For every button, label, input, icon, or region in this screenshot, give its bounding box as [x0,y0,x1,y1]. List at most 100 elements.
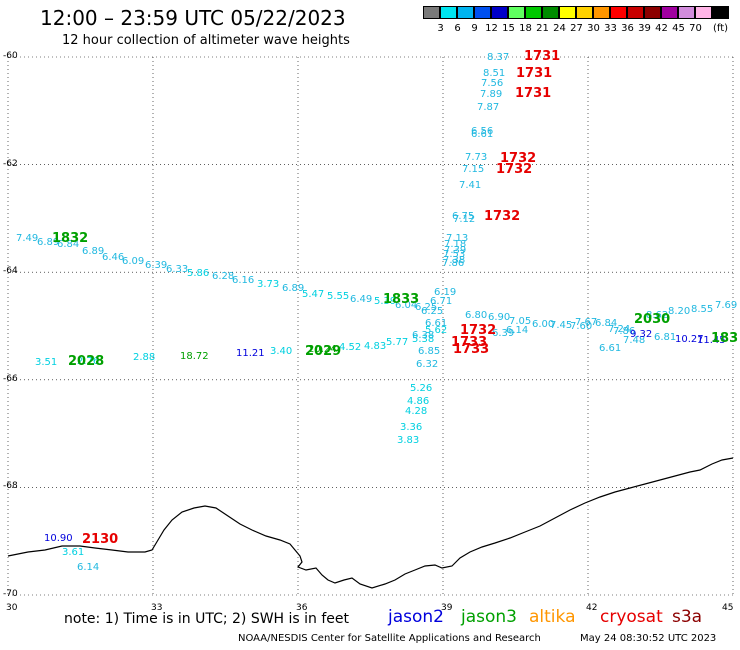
color-scale-label: 15 [502,23,515,34]
wave-height-value: 5.62 [425,325,447,336]
color-scale-swatch [593,6,610,19]
wave-height-value: 6.61 [471,129,493,140]
color-scale-label: 33 [604,23,617,34]
wave-height-value: 7.41 [459,180,481,191]
wave-height-value: 7.86 [613,326,635,337]
longitude-label: 30 [6,603,18,613]
wave-height-value: 8.55 [691,304,713,315]
coastline [7,457,734,589]
latitude-label: -60 [3,51,18,61]
color-scale-swatch [423,6,440,19]
wave-height-value: 6.38 [412,330,434,341]
pass-time-label: 2030 [634,312,670,327]
wave-height-value: 6.00 [532,319,554,330]
wave-height-value: 6.89 [82,246,104,257]
wave-height-value: 7.89 [480,89,502,100]
pass-time-label: 2029 [305,344,341,359]
wave-height-value: 6.84 [57,239,79,250]
wave-height-value: 6.71 [430,296,452,307]
wave-height-value: 7.87 [477,102,499,113]
wave-height-value: 5.38 [412,334,434,345]
color-scale-label: 45 [672,23,685,34]
color-scale-label: 70 [689,23,702,34]
wave-height-value: 6.61 [425,318,447,329]
wave-height-value: 10.90 [44,533,73,544]
wave-height-value: 7.48 [623,335,645,346]
wave-height-value: 6.14 [506,325,528,336]
wave-height-value: 5.55 [327,291,349,302]
wave-height-value: 6.25 [421,306,443,317]
pass-time-label: 183 [711,331,738,346]
wave-height-value: 7.15 [462,164,484,175]
altimeter-pass-cryosat: 6.80 6.907.056.146.39 6.007.457.607.676.84… [451,300,737,357]
wave-height-value: 4.28 [405,406,427,417]
latitude-label: -68 [3,481,18,492]
color-scale-label: 36 [621,23,634,34]
color-scale-swatch [661,6,678,19]
wave-height-value: 6.28 [212,271,234,282]
latitude-label: -62 [3,158,18,169]
color-scale-swatch [712,6,729,19]
wave-height-value: 5.47 [302,289,324,300]
pass-time-label: 1732 [496,162,532,177]
altimeter-pass-cryosat: 8.37 8.517.567.89 7.87 6.566.61 7.737.15 7.41… [442,49,560,269]
wave-height-value: 6.39 [492,328,514,339]
wave-height-value: 11.45 [697,335,726,346]
wave-height-value: 6.89 [282,283,304,294]
altimeter-pass-jason3: 3.51 2.76 2.88 18.72 11.21 3.40 20.24 4.52 4.83 5… [35,330,440,369]
map-title: 12:00 – 23:59 UTC 05/22/2023 [40,6,346,30]
satellite-legend-jason3: jason3 [461,607,517,627]
pass-time-label: 2028 [68,354,104,369]
wave-height-value: 7.05 [509,316,531,327]
color-scale-swatch [610,6,627,19]
wave-height-value: 7.73 [465,152,487,163]
wave-height-value: 7.53 [443,249,465,260]
wave-height-value: 6.81 [654,332,676,343]
satellite-legend-cryosat: cryosat [600,607,663,627]
wave-height-value: 6.39 [145,260,167,271]
wave-height-value: 6.61 [599,343,621,354]
map-subtitle: 12 hour collection of altimeter wave hei… [62,33,350,48]
wave-height-value: 2.76 [77,356,99,367]
longitude-label: 39 [441,603,453,613]
wave-height-value: 6.19 [434,287,456,298]
wave-height-value: 6.32 [416,359,438,370]
longitude-label: 33 [151,603,163,613]
color-scale-unit: (ft) [713,23,729,34]
pass-time-label: 1833 [383,292,419,307]
wave-height-value: 6.85 [418,346,440,357]
color-scale-swatch [678,6,695,19]
footer-note: note: 1) Time is in UTC; 2) SWH is in fe… [64,611,350,627]
wave-height-value: 5.77 [386,337,408,348]
pass-time-label: 1731 [516,66,552,81]
latitude-label: -64 [3,266,18,277]
wave-height-value: 6.16 [232,275,254,286]
color-scale-swatch [644,6,661,19]
color-scale-label: 21 [536,23,549,34]
wave-height-value: 3.51 [35,357,57,368]
wave-height-value: 6.04 [395,300,417,311]
wave-height-value: 7.13 [446,233,468,244]
graticule-grid [7,56,734,596]
color-scale-swatch [457,6,474,19]
wave-height-value: 6.09 [122,256,144,267]
wave-height-value: 7.24 [608,324,630,335]
pass-time-label: 1731 [515,86,551,101]
longitude-label: 45 [722,603,734,613]
color-scale-label: 24 [553,23,566,34]
wave-height-value: 8.62 [646,310,668,321]
color-scale-label: 27 [570,23,583,34]
wave-height-value: 9.32 [630,329,652,340]
wave-height-value: 7.86 [442,258,464,269]
wave-height-value: 8.51 [483,68,505,79]
satellite-legend-jason2: jason2 [388,607,444,627]
color-scale-swatch [525,6,542,19]
wave-height-value: 6.46 [102,252,124,263]
color-scale-label: 3 [437,23,444,34]
wave-height-value: 7.45 [550,320,572,331]
wave-height-value: 6.89 [37,237,59,248]
wave-height-value: 3.83 [397,435,419,446]
pass-time-label: 1731 [524,49,560,64]
